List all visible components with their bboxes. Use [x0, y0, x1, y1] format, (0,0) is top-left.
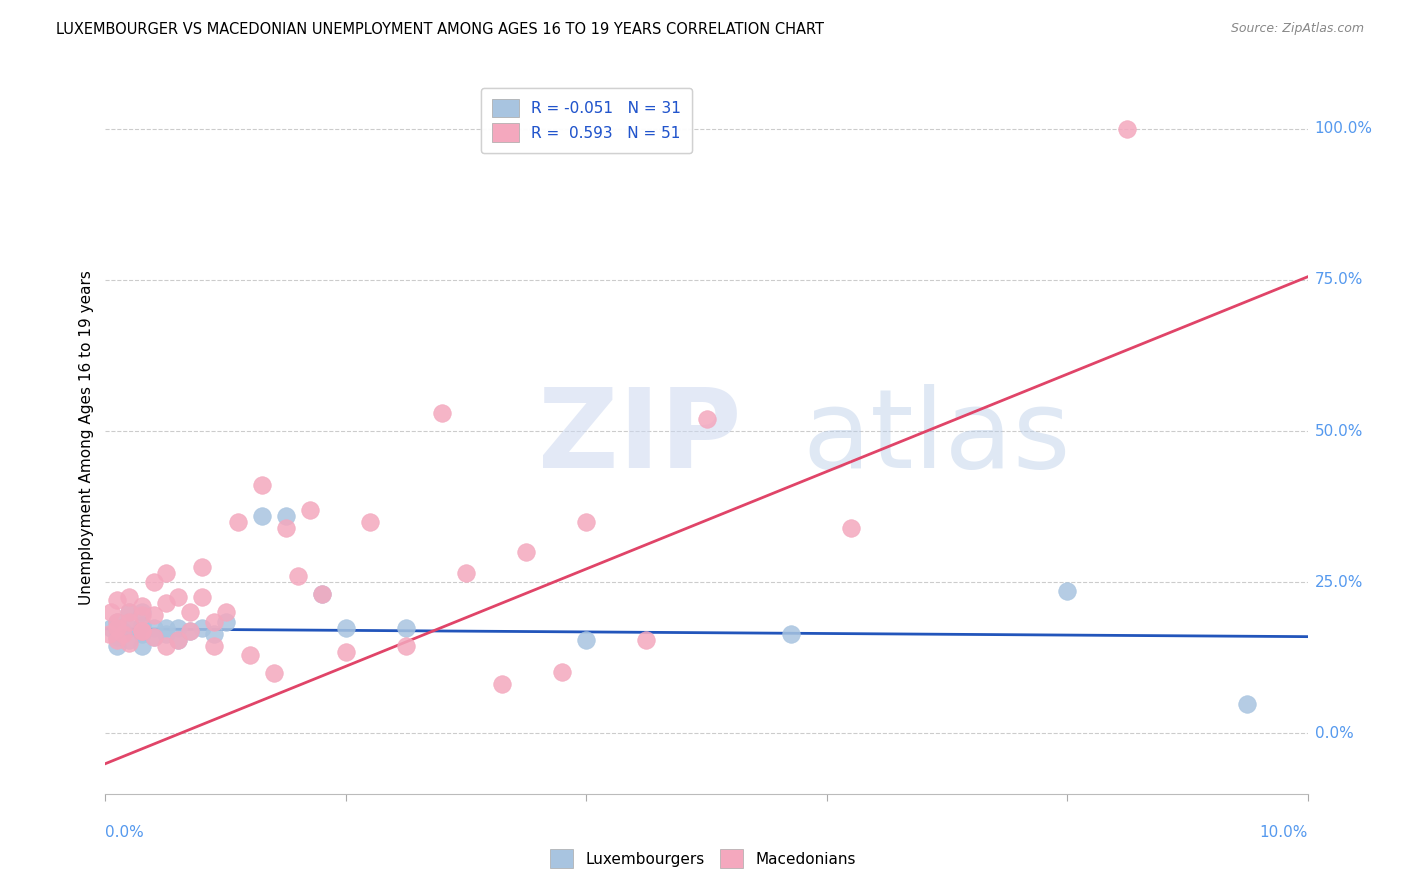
Point	[142, 621, 165, 635]
Point	[112, 626, 135, 640]
Point	[107, 615, 129, 629]
Point	[1236, 698, 1258, 712]
Point	[395, 621, 418, 635]
Text: 0.0%: 0.0%	[105, 825, 145, 840]
Text: LUXEMBOURGER VS MACEDONIAN UNEMPLOYMENT AMONG AGES 16 TO 19 YEARS CORRELATION CH: LUXEMBOURGER VS MACEDONIAN UNEMPLOYMENT …	[56, 22, 824, 37]
Point	[112, 624, 135, 638]
Point	[107, 615, 129, 629]
Text: Source: ZipAtlas.com: Source: ZipAtlas.com	[1230, 22, 1364, 36]
Point	[359, 515, 381, 529]
Point	[142, 575, 165, 590]
Point	[118, 621, 141, 635]
Point	[575, 515, 598, 529]
Point	[696, 412, 718, 426]
Point	[190, 560, 212, 574]
Point	[155, 626, 177, 640]
Point	[131, 608, 153, 623]
Point	[166, 632, 188, 647]
Text: 50.0%: 50.0%	[1315, 424, 1362, 439]
Point	[118, 591, 141, 605]
Text: 0.0%: 0.0%	[1315, 726, 1354, 741]
Point	[131, 624, 153, 638]
Point	[131, 624, 153, 638]
Point	[107, 621, 129, 635]
Point	[142, 630, 165, 644]
Point	[1116, 121, 1139, 136]
Point	[166, 621, 188, 635]
Point	[250, 478, 273, 492]
Point	[274, 508, 297, 523]
Text: 100.0%: 100.0%	[1315, 121, 1372, 136]
Point	[98, 626, 121, 640]
Point	[190, 591, 212, 605]
Point	[131, 606, 153, 620]
Point	[155, 621, 177, 635]
Point	[179, 624, 201, 638]
Point	[202, 626, 225, 640]
Point	[142, 608, 165, 623]
Point	[118, 632, 141, 647]
Text: 75.0%: 75.0%	[1315, 272, 1362, 287]
Point	[107, 630, 129, 644]
Point	[155, 639, 177, 653]
Point	[202, 639, 225, 653]
Point	[1056, 584, 1078, 599]
Point	[214, 606, 236, 620]
Point	[131, 599, 153, 614]
Legend: R = -0.051   N = 31, R =  0.593   N = 51: R = -0.051 N = 31, R = 0.593 N = 51	[481, 88, 692, 153]
Point	[575, 632, 598, 647]
Point	[311, 587, 333, 601]
Point	[274, 521, 297, 535]
Point	[142, 630, 165, 644]
Point	[179, 606, 201, 620]
Point	[335, 621, 357, 635]
Point	[107, 632, 129, 647]
Point	[166, 632, 188, 647]
Point	[118, 606, 141, 620]
Point	[311, 587, 333, 601]
Point	[118, 636, 141, 650]
Point	[263, 665, 285, 680]
Point	[202, 615, 225, 629]
Point	[131, 626, 153, 640]
Point	[298, 502, 321, 516]
Point	[118, 615, 141, 629]
Point	[100, 606, 122, 620]
Point	[515, 545, 537, 559]
Point	[335, 645, 357, 659]
Point	[551, 665, 574, 679]
Point	[155, 566, 177, 581]
Point	[107, 593, 129, 607]
Point	[779, 626, 801, 640]
Legend: Luxembourgers, Macedonians: Luxembourgers, Macedonians	[543, 841, 863, 875]
Text: 10.0%: 10.0%	[1260, 825, 1308, 840]
Point	[491, 677, 513, 691]
Point	[395, 639, 418, 653]
Point	[636, 632, 658, 647]
Point	[190, 621, 212, 635]
Point	[454, 566, 477, 581]
Text: 25.0%: 25.0%	[1315, 574, 1362, 590]
Point	[118, 606, 141, 620]
Point	[100, 621, 122, 635]
Point	[107, 639, 129, 653]
Point	[430, 406, 453, 420]
Point	[250, 508, 273, 523]
Point	[131, 617, 153, 632]
Point	[131, 639, 153, 653]
Text: atlas: atlas	[803, 384, 1071, 491]
Point	[239, 648, 262, 662]
Text: ZIP: ZIP	[538, 384, 741, 491]
Point	[839, 521, 862, 535]
Point	[214, 615, 236, 629]
Y-axis label: Unemployment Among Ages 16 to 19 years: Unemployment Among Ages 16 to 19 years	[79, 269, 94, 605]
Point	[226, 515, 249, 529]
Point	[155, 596, 177, 610]
Point	[166, 591, 188, 605]
Point	[179, 624, 201, 638]
Point	[287, 569, 309, 583]
